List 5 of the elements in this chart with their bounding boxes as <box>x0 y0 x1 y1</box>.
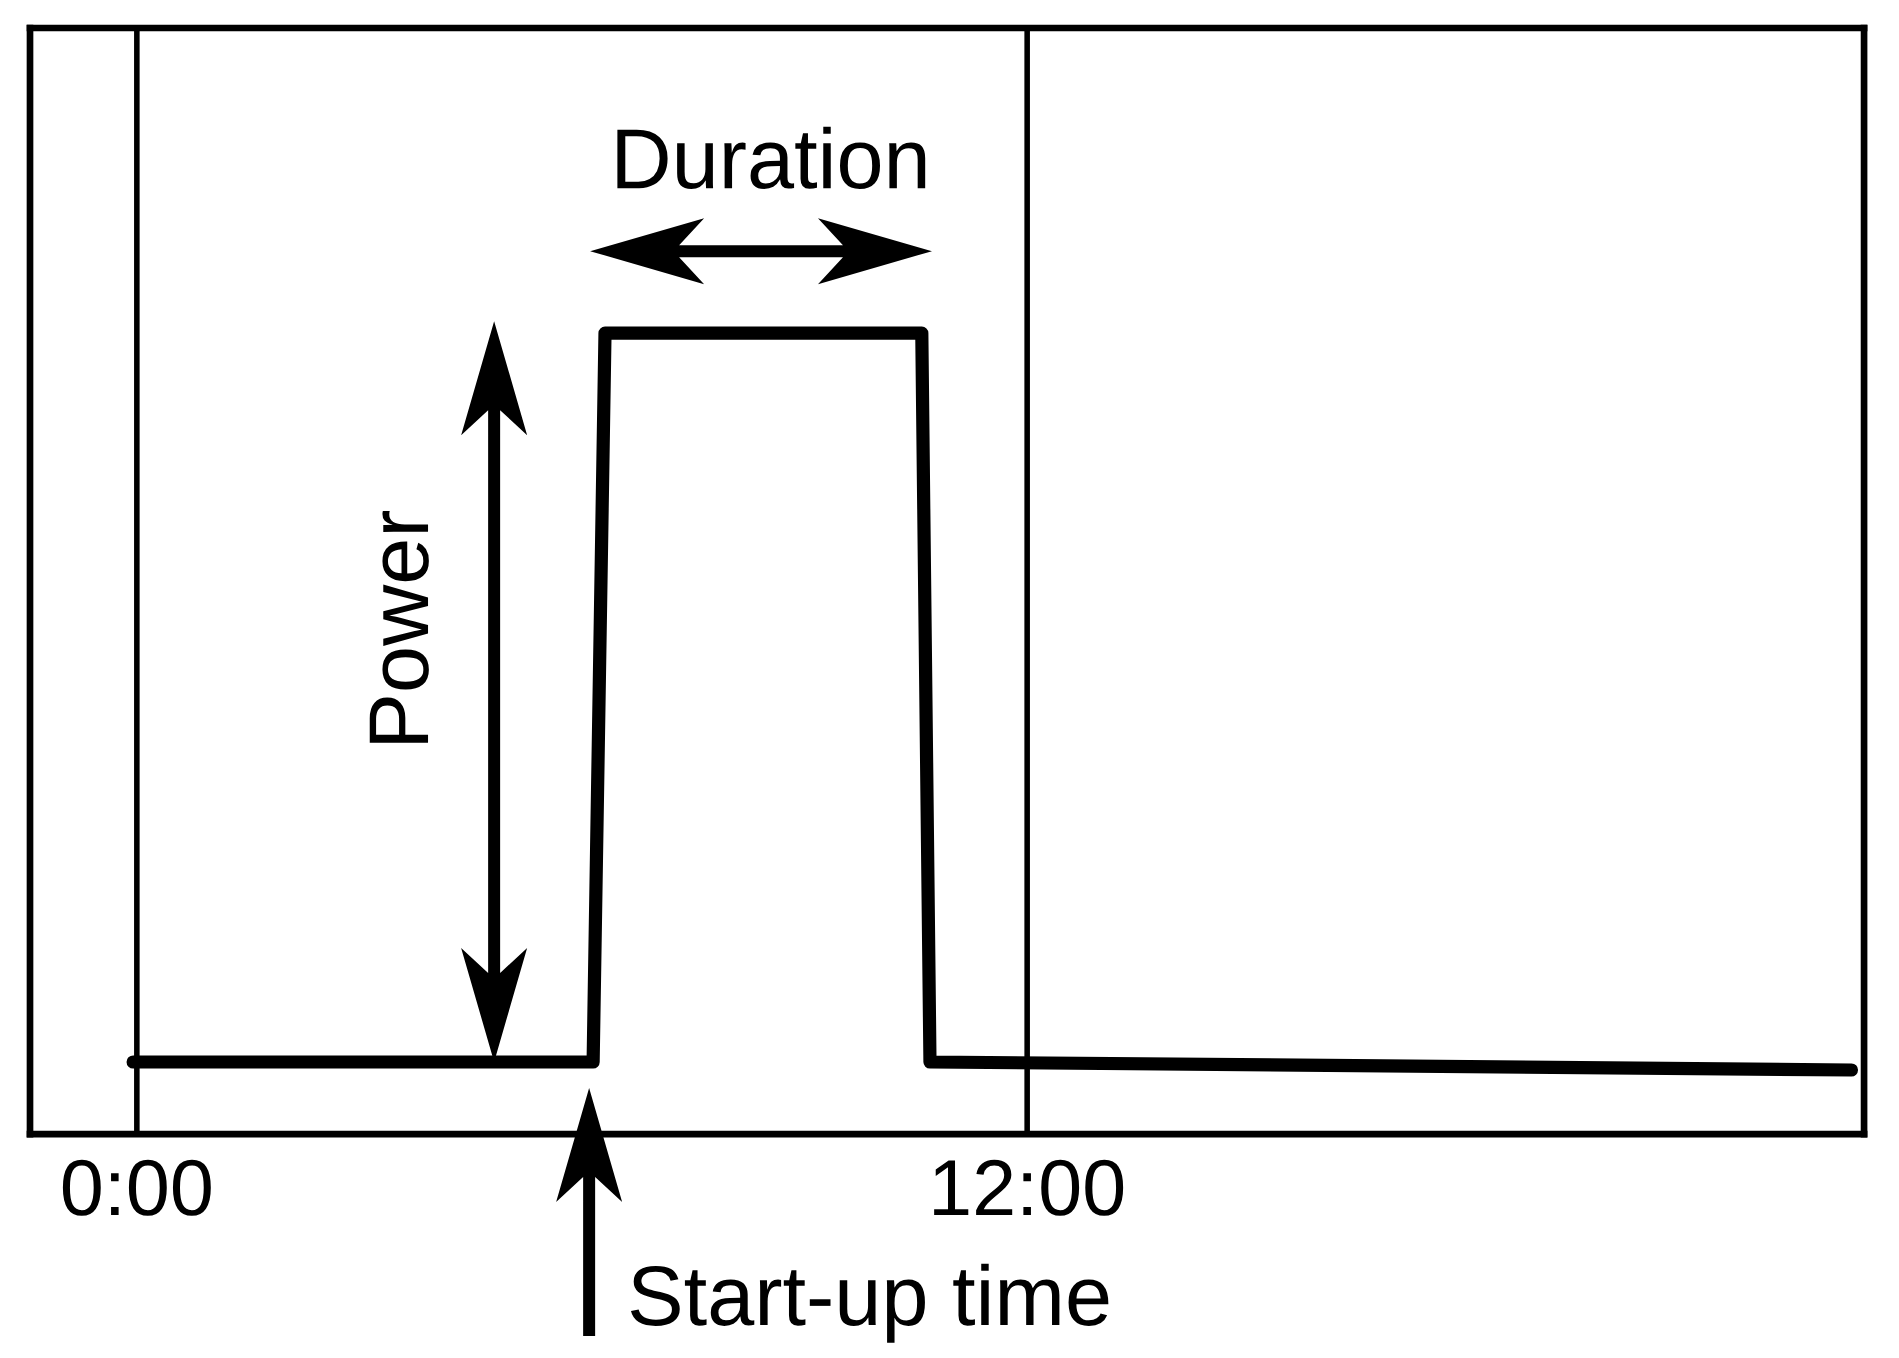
text: Start-up time <box>630 1263 1109 1343</box>
text: Duration <box>617 126 926 189</box>
x-tick-label: 12:00 <box>934 1159 1124 1216</box>
x-tick-label: 0:00 <box>62 1159 211 1216</box>
annotation: Power <box>369 510 429 743</box>
